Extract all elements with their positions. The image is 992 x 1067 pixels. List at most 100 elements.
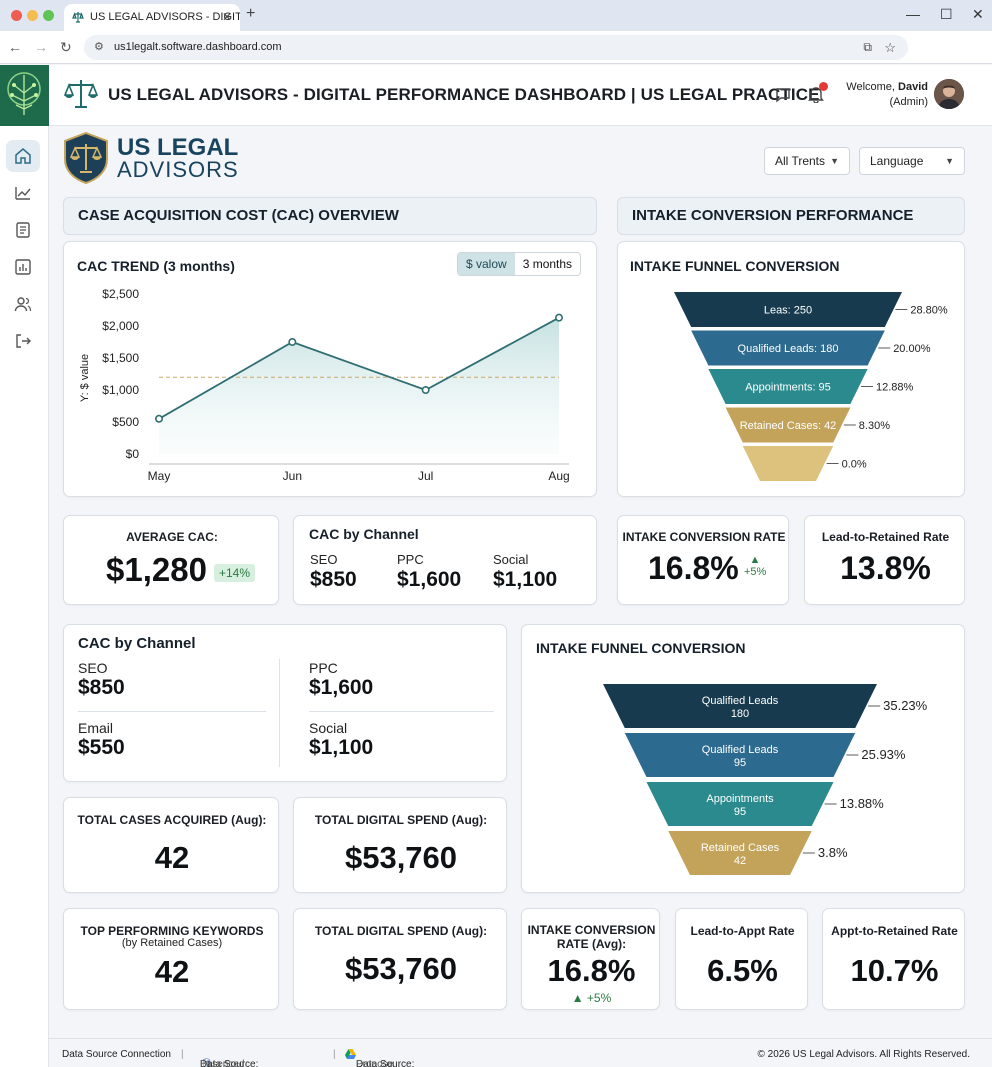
funnel-stage-label: Qualified Leads: 180 bbox=[738, 343, 839, 355]
intake-avg-label-1: INTAKE CONVERSION bbox=[527, 923, 656, 937]
appt-retained-label: Appt-to-Retained Rate bbox=[831, 924, 958, 938]
browser-tab[interactable]: US LEGAL ADVISORS - DIGIT ✕ bbox=[64, 4, 240, 31]
intake-avg-delta-text: +5% bbox=[586, 991, 612, 1005]
x-tick-label: Jul bbox=[418, 469, 433, 483]
reload-icon[interactable]: ↻ bbox=[60, 39, 72, 55]
top-keywords-label: TOP PERFORMING KEYWORDS bbox=[80, 924, 264, 938]
user-avatar[interactable] bbox=[934, 79, 964, 109]
channel-social-value: $1,100 bbox=[493, 568, 558, 591]
y-tick-label: $2,500 bbox=[102, 287, 139, 301]
close-window-dot[interactable] bbox=[11, 10, 22, 21]
close-icon[interactable]: ✕ bbox=[972, 6, 984, 22]
funnel-stage-label: Appointments: 95 bbox=[745, 382, 831, 394]
document-icon bbox=[16, 222, 30, 238]
new-tab-icon[interactable]: + bbox=[246, 5, 256, 22]
footer-source-1-label: Data Source: bbox=[200, 1059, 259, 1067]
intake-avg-card: INTAKE CONVERSION RATE (Avg): 16.8% ▲ +5… bbox=[521, 908, 660, 1010]
funnel-stage bbox=[691, 330, 885, 366]
footer-source-2-value: Propose bbox=[356, 1059, 394, 1067]
large-seo-label: SEO bbox=[78, 660, 108, 676]
sidebar-item-logout[interactable] bbox=[6, 325, 40, 357]
funnel-percentage-label: 8.30% bbox=[859, 420, 890, 432]
cac-channel-large-card: CAC by Channel SEO $850 PPC $1,600 Email… bbox=[63, 624, 507, 782]
maximize-window-dot[interactable] bbox=[43, 10, 54, 21]
notification-badge bbox=[819, 82, 828, 91]
trend-select[interactable]: All Trents ▼ bbox=[764, 147, 850, 175]
funnel-stage-label: Qualified Leads bbox=[702, 695, 779, 707]
intake-funnel-chart: Leas: 250 28.80% Qualified Leads: 180 20.00… bbox=[674, 292, 948, 481]
intake-section-header: INTAKE CONVERSION PERFORMANCE bbox=[617, 197, 965, 235]
total-cases-label: TOTAL CASES ACQUIRED (Aug): bbox=[77, 813, 267, 827]
footer-source-2[interactable]: Data Source: Propose bbox=[345, 1049, 414, 1067]
toggle-value-option[interactable]: $ valow bbox=[458, 253, 515, 275]
channel-seo-value: $850 bbox=[310, 568, 357, 591]
footer-copyright: © 2026 US Legal Advisors. All Rights Res… bbox=[757, 1049, 970, 1060]
total-spend-card: TOTAL DIGITAL SPEND (Aug): $53,760 bbox=[293, 797, 507, 893]
funnel-stage-label: Retained Cases: 42 bbox=[740, 420, 837, 432]
total-spend-value: $53,760 bbox=[344, 840, 458, 875]
total-spend-label: TOTAL DIGITAL SPEND (Aug): bbox=[314, 813, 488, 827]
brand-line2: ADVISORS bbox=[117, 157, 239, 182]
funnel-stage bbox=[708, 369, 868, 404]
back-icon[interactable]: ← bbox=[8, 39, 22, 55]
x-tick-label: Jun bbox=[283, 469, 302, 483]
forward-icon[interactable]: → bbox=[34, 39, 48, 55]
funnel-stage-label: Leas: 250 bbox=[764, 305, 812, 317]
top-keywords-card: TOP PERFORMING KEYWORDS (by Retained Cas… bbox=[63, 908, 279, 1010]
sidebar-item-users[interactable] bbox=[6, 288, 40, 320]
up-arrow-icon: ▲ bbox=[571, 991, 587, 1005]
cac-data-point bbox=[554, 313, 563, 322]
lead-appt-label: Lead-to-Appt Rate bbox=[690, 924, 795, 938]
intake-avg-value: 16.8% bbox=[547, 953, 636, 988]
channel-seo-label: SEO bbox=[310, 552, 338, 567]
large-social-label: Social bbox=[309, 720, 348, 736]
funnel-stage-label: Appointments bbox=[706, 793, 774, 805]
funnel-percentage-label: 28.80% bbox=[910, 305, 948, 317]
funnel-stage-label: 95 bbox=[734, 806, 746, 818]
tab-close-icon[interactable]: ✕ bbox=[221, 10, 232, 24]
intake-funnel-card: INTAKE FUNNEL CONVERSION Leas: 250 28.80%… bbox=[617, 241, 965, 497]
language-select[interactable]: Language ▼ bbox=[859, 147, 965, 175]
footer-connection: Data Source Connection bbox=[62, 1049, 171, 1060]
restore-icon[interactable]: ☐ bbox=[940, 6, 953, 22]
funnel-stage bbox=[668, 831, 812, 875]
sidebar-item-reports[interactable] bbox=[6, 214, 40, 246]
app-logo bbox=[0, 65, 49, 126]
sidebar-item-analytics[interactable] bbox=[6, 251, 40, 283]
sidebar-item-trends[interactable] bbox=[6, 177, 40, 209]
minimize-window-dot[interactable] bbox=[27, 10, 38, 21]
top-keywords-sublabel: (by Retained Cases) bbox=[121, 937, 223, 949]
translate-icon[interactable]: ⧉ bbox=[863, 40, 872, 54]
toggle-months-option[interactable]: 3 months bbox=[522, 257, 573, 271]
intake-rate-delta: ▲ +5% bbox=[744, 554, 766, 578]
y-tick-label: $2,000 bbox=[102, 319, 139, 333]
bookmark-star-icon[interactable]: ☆ bbox=[884, 40, 896, 55]
large-seo-value: $850 bbox=[78, 676, 125, 699]
scales-icon bbox=[72, 12, 84, 23]
user-name: David bbox=[898, 81, 928, 93]
channel-ppc-value: $1,600 bbox=[397, 568, 462, 591]
funnel-stage bbox=[603, 684, 877, 728]
large-email-value: $550 bbox=[78, 736, 125, 759]
lead-retained-value: 13.8% bbox=[840, 550, 931, 586]
footer-source-1-value: Basenced bbox=[200, 1059, 245, 1067]
funnel-percentage-label: 13.88% bbox=[840, 796, 885, 811]
bell-icon[interactable] bbox=[808, 86, 824, 103]
large-email-label: Email bbox=[78, 720, 114, 736]
up-arrow-icon: ▲ bbox=[749, 554, 761, 566]
minimize-icon[interactable]: — bbox=[906, 6, 920, 22]
footer-source-2-label: Data Source: bbox=[356, 1059, 415, 1067]
message-icon[interactable] bbox=[775, 87, 791, 103]
site-info-icon[interactable]: ⚙ bbox=[94, 41, 104, 53]
cac-trend-chart: $2,500 $2,000 $1,500 $1,000 $500 $0 Y: $ value… bbox=[79, 287, 570, 483]
top-keywords-value: 42 bbox=[154, 954, 190, 989]
funnel-stage-label: 180 bbox=[731, 708, 749, 720]
scales-of-justice-icon bbox=[63, 80, 99, 108]
url-input[interactable]: ⚙ us1legalt.software.dashboard.com ⧉ ☆ bbox=[84, 35, 908, 60]
person-icon bbox=[934, 79, 964, 109]
address-bar: ← → ↻ ⚙ us1legalt.software.dashboard.com… bbox=[0, 31, 992, 86]
funnel-stage bbox=[725, 407, 851, 443]
intake-avg-delta: ▲ +5% bbox=[522, 989, 661, 1007]
sidebar-item-home[interactable] bbox=[6, 140, 40, 172]
